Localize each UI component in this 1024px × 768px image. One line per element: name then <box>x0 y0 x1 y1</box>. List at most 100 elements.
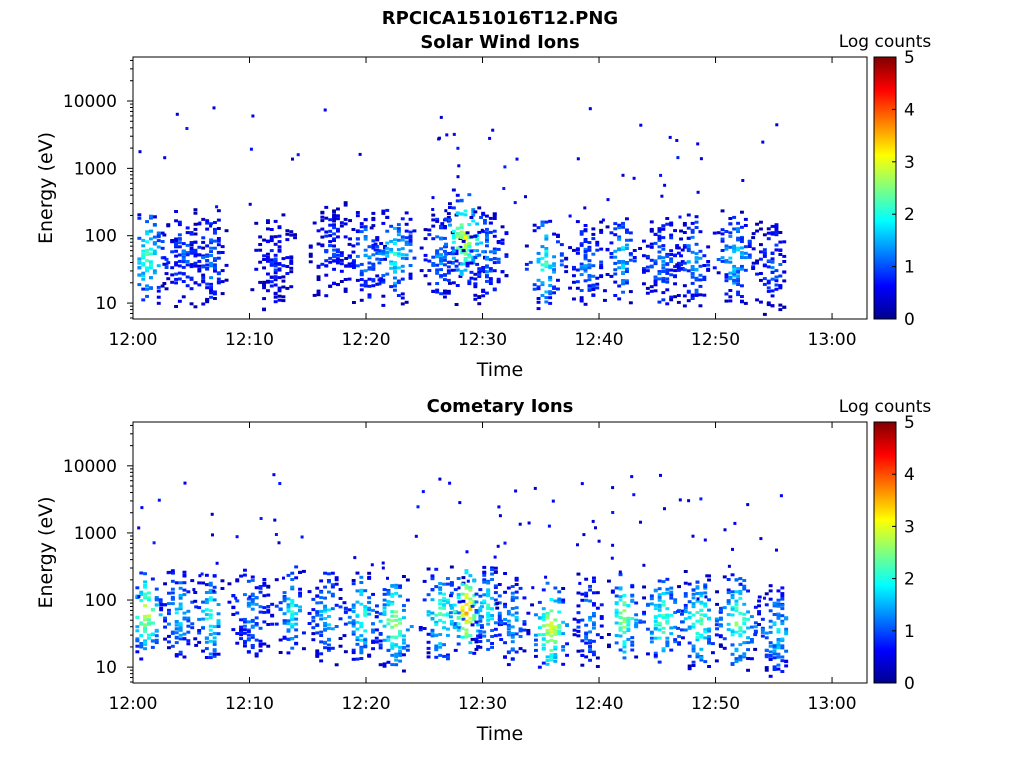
spectrogram-cell <box>565 653 569 657</box>
spectrogram-cell <box>139 590 144 594</box>
spectrogram-cell <box>473 234 478 238</box>
spectrogram-cell <box>216 632 221 636</box>
spectrogram-cell <box>728 245 733 249</box>
spectrogram-cell <box>367 277 372 281</box>
spectrogram-cell <box>235 641 240 645</box>
spectrogram-cell <box>714 617 719 621</box>
spectrogram-cell <box>733 521 737 525</box>
spectrogram-cell <box>690 230 695 234</box>
spectrogram-cell <box>459 251 464 255</box>
spectrogram-cell <box>454 252 459 256</box>
spectrogram-cell <box>454 303 459 306</box>
spectrogram-cell <box>385 254 390 258</box>
spectrogram-cell <box>375 610 379 614</box>
spectrogram-cell <box>290 601 295 605</box>
spectrogram-cell <box>764 636 769 640</box>
spectrogram-cell <box>316 293 321 297</box>
spectrogram-cell <box>243 568 247 572</box>
spectrogram-cell <box>150 577 155 581</box>
spectrogram-cell <box>371 246 376 250</box>
spectrogram-cell <box>266 605 271 608</box>
spectrogram-cell <box>679 267 683 271</box>
spectrogram-cell <box>135 650 140 654</box>
spectrogram-cell <box>738 596 743 600</box>
spectrogram-cell <box>687 499 691 503</box>
spectrogram-cell <box>726 602 731 605</box>
spectrogram-cell <box>673 229 677 233</box>
spectrogram-cell <box>149 237 153 241</box>
spectrogram-cell <box>496 260 501 264</box>
spectrogram-cell <box>699 497 703 501</box>
spectrogram-cell <box>316 275 321 279</box>
spectrogram-cell <box>676 251 681 255</box>
spectrogram-cell <box>174 622 179 626</box>
spectrogram-cell <box>677 641 681 645</box>
spectrogram-cell <box>224 229 229 233</box>
spectrogram-cell <box>657 228 662 232</box>
spectrogram-cell <box>579 242 584 246</box>
spectrogram-cell <box>426 632 431 636</box>
spectrogram-cell <box>145 220 149 224</box>
spectrogram-cell <box>343 217 348 221</box>
spectrogram-cell <box>389 249 394 253</box>
spectrogram-cell <box>359 278 364 281</box>
spectrogram-cell <box>396 254 401 258</box>
spectrogram-cell <box>220 292 225 296</box>
spectrogram-cell <box>439 257 443 261</box>
spectrogram-cell <box>181 265 186 269</box>
spectrogram-cell <box>178 593 183 597</box>
spectrogram-cell <box>212 106 216 110</box>
spectrogram-cell <box>522 622 527 626</box>
spectrogram-cell <box>189 265 194 269</box>
spectrogram-cell <box>522 596 527 600</box>
spectrogram-cell <box>398 645 402 649</box>
spectrogram-cell <box>682 294 687 298</box>
spectrogram-cell <box>286 603 291 607</box>
spectrogram-cell <box>657 272 662 276</box>
spectrogram-cell <box>485 270 489 274</box>
spectrogram-cell <box>687 615 692 619</box>
spectrogram-cell <box>154 597 159 601</box>
spectrogram-cell <box>561 648 566 652</box>
spectrogram-cell <box>591 293 596 297</box>
spectrogram-cell <box>390 584 395 588</box>
spectrogram-cell <box>351 619 356 623</box>
spectrogram-cell <box>381 278 386 282</box>
spectrogram-cell <box>732 272 737 276</box>
spectrogram-cell <box>348 264 352 268</box>
spectrogram-cell <box>753 629 758 633</box>
spectrogram-cell <box>475 262 480 266</box>
spectrogram-cell <box>269 228 274 231</box>
spectrogram-cell <box>400 292 405 296</box>
spectrogram-cell <box>495 602 500 605</box>
spectrogram-cell <box>657 598 662 602</box>
spectrogram-cell <box>281 264 286 268</box>
spectrogram-cell <box>485 244 489 248</box>
spectrogram-cell <box>143 641 147 645</box>
spectrogram-cell <box>728 289 733 292</box>
spectrogram-cell <box>363 589 368 593</box>
spectrogram-cell <box>780 597 785 601</box>
spectrogram-cell <box>383 246 387 250</box>
spectrogram-cell <box>370 563 374 567</box>
spectrogram-cell <box>784 664 789 668</box>
spectrogram-cell <box>290 615 295 619</box>
spectrogram-cell <box>205 297 210 301</box>
spectrogram-cell <box>282 599 287 603</box>
spectrogram-cell <box>355 642 360 646</box>
spectrogram-cell <box>504 253 509 257</box>
spectrogram-cell <box>282 596 287 600</box>
spectrogram-cell <box>193 591 198 594</box>
spectrogram-cell <box>625 281 629 285</box>
spectrogram-cell <box>776 629 781 633</box>
spectrogram-cell <box>776 614 781 618</box>
spectrogram-cell <box>174 263 178 267</box>
colorbar-tick-label: 5 <box>904 48 915 68</box>
spectrogram-cell <box>772 613 777 616</box>
spectrogram-cell <box>396 279 401 283</box>
spectrogram-cell <box>587 278 592 282</box>
spectrogram-cell <box>343 607 348 611</box>
spectrogram-cell <box>289 259 294 263</box>
spectrogram-cell <box>653 623 658 627</box>
spectrogram-cell <box>190 626 195 630</box>
